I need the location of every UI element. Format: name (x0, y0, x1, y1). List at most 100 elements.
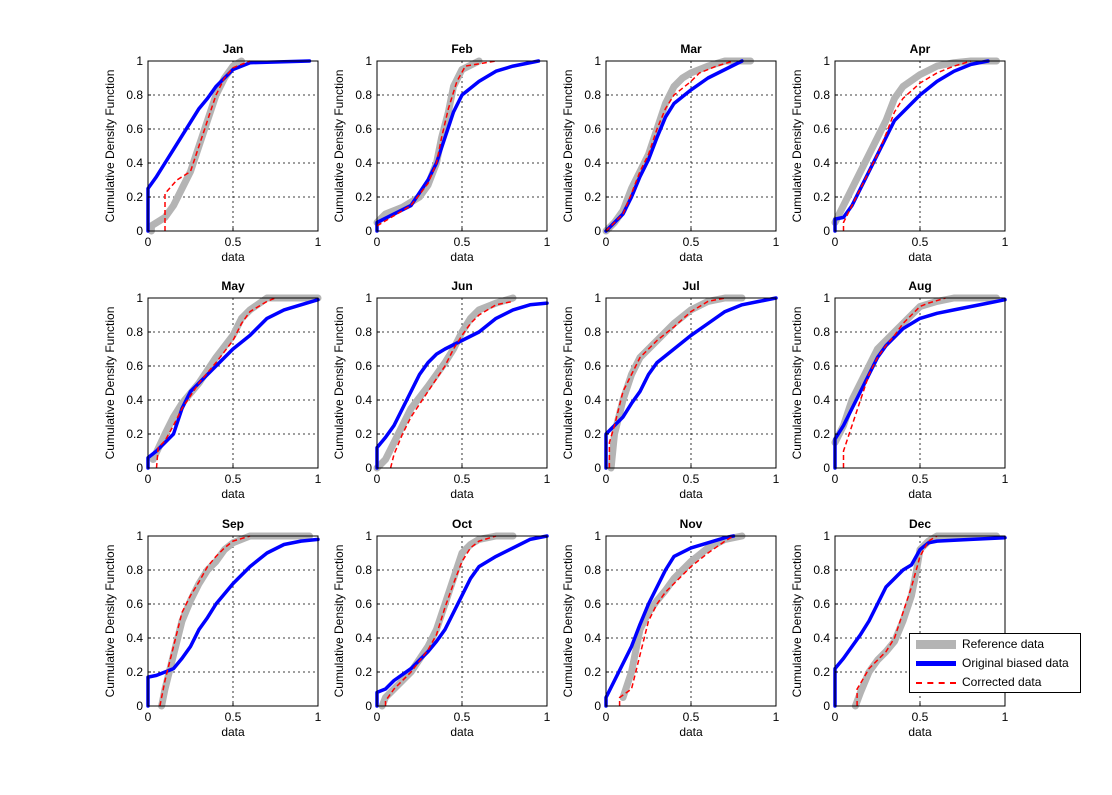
y-tick-label: 0.4 (813, 393, 830, 407)
y-tick-label: 0 (823, 224, 830, 238)
x-tick-label: 1 (315, 235, 322, 249)
y-tick-label: 0.8 (355, 325, 372, 339)
y-tick-label: 0.4 (813, 156, 830, 170)
y-tick-label: 0.2 (355, 665, 372, 679)
y-tick-label: 0 (136, 224, 143, 238)
legend-swatch-original (916, 661, 956, 666)
subplot-jul: 0 0.5 1 0 0.2 0.4 0.6 0.8 1 Jul data Cumulative Den… (561, 279, 780, 501)
x-tick-label: 1 (315, 710, 322, 724)
x-tick-label: 0 (374, 235, 381, 249)
x-axis-label: data (221, 725, 245, 739)
y-tick-label: 0.8 (813, 563, 830, 577)
x-axis-label: data (221, 250, 245, 264)
subplot-mar: 0 0.5 1 0 0.2 0.4 0.6 0.8 1 Mar data Cumulative Den… (561, 42, 780, 264)
x-axis-label: data (908, 250, 932, 264)
y-tick-label: 0.8 (355, 88, 372, 102)
legend-item-reference: Reference data (910, 636, 1080, 654)
y-tick-label: 0 (823, 699, 830, 713)
series-original (375, 301, 549, 470)
x-axis-label: data (679, 487, 703, 501)
y-tick-label: 0.2 (355, 427, 372, 441)
series-reference (149, 294, 322, 463)
x-tick-label: 0 (374, 710, 381, 724)
y-tick-label: 0.4 (584, 393, 601, 407)
legend-item-corrected: Corrected data (910, 674, 1080, 692)
x-axis-label: data (450, 725, 474, 739)
y-tick-label: 0.8 (584, 88, 601, 102)
y-tick-label: 0.2 (813, 427, 830, 441)
series-original (375, 534, 549, 708)
series-reference (619, 532, 746, 701)
subplot-title: Sep (222, 517, 244, 531)
y-axis-label: Cumulative Density Function (103, 70, 117, 223)
x-tick-label: 0.5 (912, 710, 929, 724)
legend-label-reference: Reference data (962, 637, 1045, 651)
y-axis-label: Cumulative Density Function (561, 307, 575, 460)
y-tick-label: 0.4 (584, 156, 601, 170)
x-axis-label: data (679, 725, 703, 739)
x-tick-label: 1 (1002, 472, 1009, 486)
series-corrected (159, 535, 251, 707)
y-tick-label: 0.4 (355, 631, 372, 645)
y-tick-label: 1 (136, 529, 143, 543)
subplot-title: Jun (451, 279, 472, 293)
series-reference (373, 294, 517, 472)
x-tick-label: 0 (145, 710, 152, 724)
series-original (604, 59, 744, 233)
x-tick-label: 0.5 (683, 710, 700, 724)
series-original (146, 537, 320, 708)
x-axis-label: data (908, 725, 932, 739)
x-tick-label: 0 (145, 235, 152, 249)
y-tick-label: 0.2 (584, 190, 601, 204)
y-tick-label: 1 (365, 291, 372, 305)
y-tick-label: 0.2 (126, 190, 143, 204)
y-tick-label: 0 (365, 699, 372, 713)
y-axis-label: Cumulative Density Function (790, 545, 804, 698)
legend-item-original: Original biased data (910, 655, 1080, 673)
y-tick-label: 0.6 (355, 597, 372, 611)
y-tick-label: 0 (594, 224, 601, 238)
legend-label-corrected: Corrected data (962, 675, 1042, 689)
x-tick-label: 1 (544, 710, 551, 724)
y-tick-label: 0.6 (584, 122, 601, 136)
x-tick-label: 0 (145, 472, 152, 486)
x-tick-label: 1 (773, 472, 780, 486)
subplot-title: Feb (451, 42, 472, 56)
y-tick-label: 1 (594, 529, 601, 543)
series-reference (602, 57, 754, 235)
subplot-title: Dec (909, 517, 931, 531)
y-tick-label: 0 (823, 461, 830, 475)
y-tick-label: 0.2 (126, 665, 143, 679)
y-tick-label: 1 (365, 529, 372, 543)
subplot-title: Jan (223, 42, 244, 56)
x-tick-label: 1 (1002, 235, 1009, 249)
y-tick-label: 0.2 (813, 190, 830, 204)
y-tick-label: 0.8 (584, 325, 601, 339)
subplot-sep: 0 0.5 1 0 0.2 0.4 0.6 0.8 1 Sep data Cumulative Den… (103, 517, 322, 739)
y-tick-label: 1 (823, 291, 830, 305)
legend-swatch-corrected (916, 682, 956, 684)
y-tick-label: 0.8 (355, 563, 372, 577)
subplot-may: 0 0.5 1 0 0.2 0.4 0.6 0.8 1 May data Cumulative Den… (103, 279, 322, 501)
subplot-dec: 0 0.5 1 0 0.2 0.4 0.6 0.8 1 Dec data Cumulative Den… (790, 517, 1009, 739)
x-tick-label: 0 (832, 235, 839, 249)
legend: Reference data Original biased data Corr… (909, 633, 1081, 693)
x-tick-label: 0.5 (225, 235, 242, 249)
y-tick-label: 0.6 (126, 359, 143, 373)
series-original (375, 59, 541, 233)
series-reference (158, 532, 313, 710)
x-tick-label: 0.5 (225, 472, 242, 486)
y-tick-label: 0 (136, 461, 143, 475)
y-axis-label: Cumulative Density Function (561, 70, 575, 223)
y-tick-label: 0 (136, 699, 143, 713)
x-tick-label: 1 (773, 710, 780, 724)
y-tick-label: 0.4 (584, 631, 601, 645)
y-tick-label: 0.8 (813, 88, 830, 102)
y-tick-label: 0.4 (813, 631, 830, 645)
y-tick-label: 0.6 (813, 359, 830, 373)
subplot-nov: 0 0.5 1 0 0.2 0.4 0.6 0.8 1 Nov data Cumulative Den… (561, 517, 780, 739)
x-tick-label: 0.5 (683, 235, 700, 249)
series-corrected (618, 535, 734, 706)
subplot-title: Nov (680, 517, 703, 531)
